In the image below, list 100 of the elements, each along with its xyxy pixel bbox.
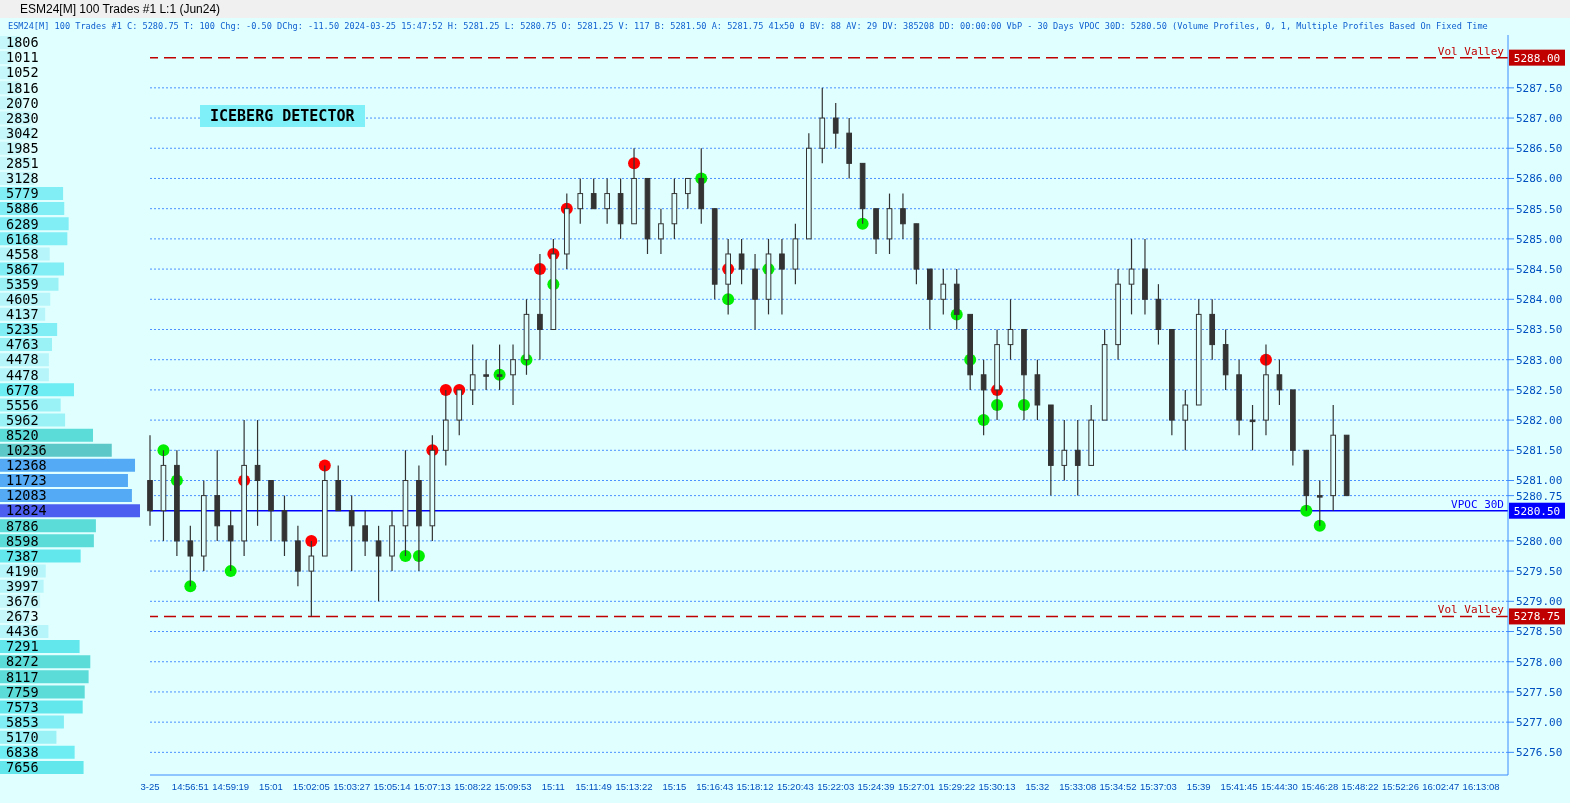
chart-title: ESM24[M] 100 Trades #1 L:1 (Jun24) — [0, 0, 1570, 18]
data-label: 6289 — [6, 215, 39, 232]
data-label: 8786 — [6, 517, 39, 534]
chart-subtitle: ESM24[M] 100 Trades #1 C: 5280.75 T: 100 Chg: -0.50 DChg: -11.50 2024-03-25 15:47:52 H: 5281.25 L: 5280.75 O: 5281.25 V: 117 B: 5281.50 A: 5281.75 41x50 0 BV: 88 AV: 29 DV: 385208 DD: 00:00:00 VbP - 30 Days VPOC 30D: 5280.50 (Volume Profiles, 0, 1, Multiple Profiles Based On Fixed Time — [7, 20, 1489, 33]
data-label: 7291 — [6, 638, 39, 655]
data-label: 4478 — [6, 366, 39, 383]
data-label: 12824 — [6, 502, 47, 519]
text: 5288.00 — [1513, 51, 1561, 65]
x-tick-label: 15:18:12 — [736, 780, 774, 792]
x-tick-label: 16:13:08 — [1462, 780, 1500, 792]
data-label: 5853 — [6, 713, 39, 730]
x-tick-label: 15:13:22 — [615, 780, 653, 792]
data-label: 5235 — [6, 321, 39, 338]
data-label: 4436 — [6, 623, 39, 640]
data-label: 2673 — [6, 608, 39, 625]
data-label: 5867 — [6, 260, 39, 277]
data-label: 6838 — [6, 744, 39, 761]
data-label: 5779 — [6, 185, 39, 202]
text: 5280.50 — [1513, 504, 1561, 518]
x-tick-label: 15:52:26 — [1381, 780, 1419, 792]
y-tick-label: 5287.50 — [1516, 81, 1563, 95]
x-tick-label: 3-25 — [140, 780, 160, 792]
x-tick-label: 15:44:30 — [1260, 780, 1298, 792]
x-tick-label: 15:07:13 — [413, 780, 451, 792]
x-tick-label: 15:09:53 — [494, 780, 532, 792]
y-tick-label: 5286.00 — [1516, 172, 1563, 186]
x-tick-label: 15:15 — [662, 780, 687, 792]
x-tick-label: 15:20:43 — [776, 780, 814, 792]
data-label: 2851 — [6, 155, 39, 172]
data-label: 1011 — [6, 49, 39, 66]
data-label: 4478 — [6, 351, 39, 368]
data-label: 4763 — [6, 336, 39, 353]
x-tick-label: 15:41:45 — [1220, 780, 1258, 792]
x-tick-label: 15:16:43 — [696, 780, 734, 792]
x-tick-label: 15:11:49 — [575, 780, 612, 792]
x-tick-label: 15:39 — [1186, 780, 1211, 792]
y-tick-label: 5279.00 — [1516, 595, 1563, 609]
x-tick-label: 16:02:47 — [1422, 780, 1460, 792]
data-label: 5886 — [6, 200, 39, 217]
y-tick-label: 5282.00 — [1516, 414, 1563, 428]
data-label: 5962 — [6, 411, 39, 428]
x-tick-label: 15:29:22 — [938, 780, 976, 792]
data-label: 4558 — [6, 245, 39, 262]
data-label: 3676 — [6, 593, 39, 610]
data-label: 1052 — [6, 64, 39, 81]
x-tick-label: 15:01 — [259, 780, 283, 792]
data-label: 2070 — [6, 94, 39, 111]
data-label: 5170 — [6, 728, 39, 745]
data-label: 8117 — [6, 668, 39, 685]
x-tick-label: 15:32 — [1025, 780, 1050, 792]
x-tick-label: 15:24:39 — [857, 780, 895, 792]
data-label: 7656 — [6, 759, 39, 776]
data-label: 1985 — [6, 140, 39, 157]
data-label: 4137 — [6, 306, 39, 323]
data-label: 7573 — [6, 698, 39, 715]
data-label: 1816 — [6, 79, 39, 96]
x-tick-label: 14:59:19 — [212, 780, 250, 792]
data-label: 6778 — [6, 381, 39, 398]
y-tick-label: 5279.50 — [1516, 565, 1563, 579]
data-label: 1806 — [6, 34, 39, 51]
y-tick-label: 5286.50 — [1516, 142, 1563, 156]
y-tick-label: 5281.00 — [1516, 474, 1563, 488]
data-label: 3997 — [6, 577, 39, 594]
x-tick-label: 15:22:03 — [817, 780, 855, 792]
x-tick-label: 15:03:27 — [333, 780, 371, 792]
y-tick-label: 5282.50 — [1516, 383, 1563, 397]
data-label: 12083 — [6, 487, 47, 504]
data-label: 11723 — [6, 472, 47, 489]
x-tick-label: 15:34:52 — [1099, 780, 1137, 792]
y-tick-label: 5277.50 — [1516, 685, 1563, 699]
y-tick-label: 5284.00 — [1516, 293, 1563, 307]
data-label: 4605 — [6, 291, 39, 308]
data-label: 6168 — [6, 230, 39, 247]
data-label: 4190 — [6, 562, 39, 579]
y-tick-label: 5278.50 — [1516, 625, 1563, 639]
data-label: 12368 — [6, 457, 47, 474]
y-tick-label: 5285.00 — [1516, 232, 1563, 246]
y-tick-label: 5278.00 — [1516, 655, 1563, 669]
data-label: 2830 — [6, 109, 39, 126]
text: 5278.75 — [1513, 610, 1561, 624]
y-tick-label: 5277.00 — [1516, 716, 1563, 730]
y-tick-label: 5276.50 — [1516, 746, 1563, 760]
x-tick-label: 15:08:22 — [454, 780, 492, 792]
ref-line-label: Vol Valley — [1437, 603, 1505, 617]
data-label: 3128 — [6, 170, 39, 187]
y-tick-label: 5283.00 — [1516, 353, 1563, 367]
y-tick-label: 5281.50 — [1516, 444, 1563, 458]
y-tick-label: 5283.50 — [1516, 323, 1563, 337]
ref-line-label: Vol Valley — [1437, 44, 1505, 58]
annotation: ICEBERG DETECTOR — [200, 105, 365, 127]
x-tick-label: 15:05:14 — [373, 780, 411, 792]
data-label: 5359 — [6, 275, 39, 292]
y-tick-label: 5287.00 — [1516, 111, 1563, 125]
data-label: 8598 — [6, 532, 39, 549]
x-tick-label: 15:27:01 — [897, 780, 935, 792]
y-tick-label: 5280.00 — [1516, 534, 1563, 548]
data-label: 3042 — [6, 124, 39, 141]
x-tick-label: 15:33:08 — [1059, 780, 1097, 792]
data-label: 10236 — [6, 442, 47, 459]
data-label: 7387 — [6, 547, 39, 564]
